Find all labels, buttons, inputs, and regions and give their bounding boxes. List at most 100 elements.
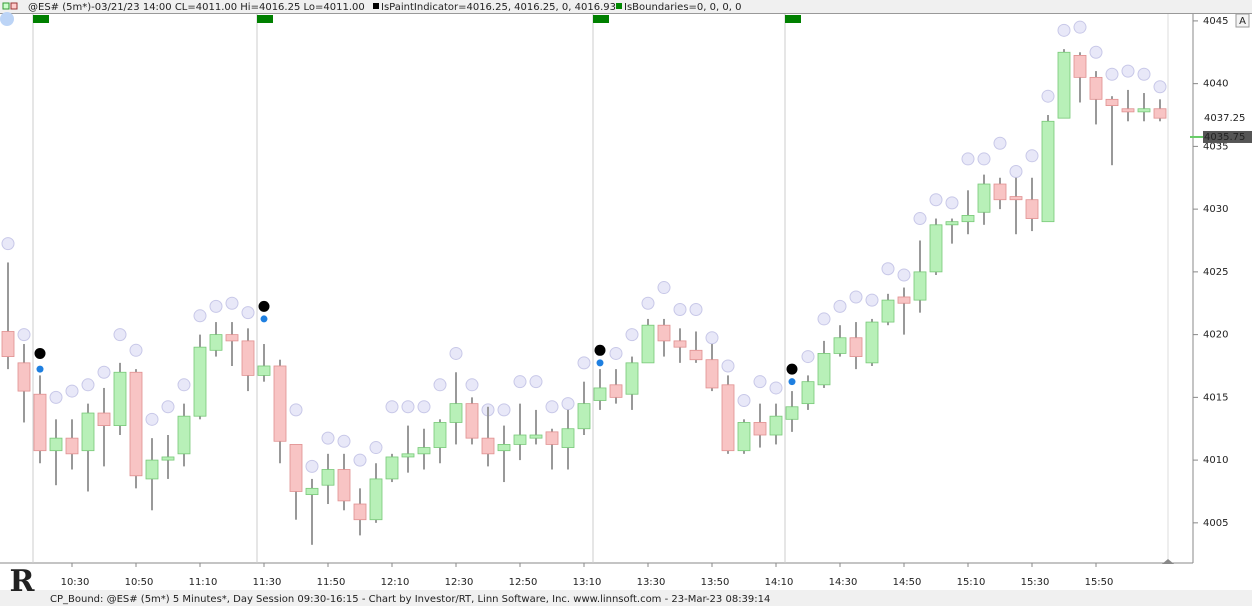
candle-down: [1121, 108, 1135, 113]
y-tick-label: 4010: [1203, 455, 1228, 466]
candle-up: [641, 324, 655, 364]
indicator-circle: [769, 381, 783, 395]
indicator-circle: [1089, 45, 1103, 59]
candle-down: [273, 365, 287, 442]
candle-up: [113, 371, 127, 426]
header-symbol: @ES# (5m*)-03/21/23 14:00 CL=4011.00 Hi=…: [28, 2, 365, 13]
candle-up: [449, 403, 463, 423]
x-tick-label: 10:30: [61, 577, 90, 588]
indicator-circle: [1025, 149, 1039, 163]
candle-up: [257, 365, 271, 376]
indicator-circle: [177, 378, 191, 392]
indicator-circle: [1041, 89, 1055, 103]
paint-dot: [786, 363, 798, 375]
candle-up: [961, 215, 975, 223]
auto-button-label[interactable]: A: [1239, 16, 1246, 27]
candle-up: [81, 412, 95, 452]
candle-down: [17, 362, 31, 392]
indicator-circle: [161, 400, 175, 414]
candle-up: [321, 469, 335, 486]
candle-up: [497, 444, 511, 452]
candle-up: [593, 387, 607, 401]
candle-down: [1073, 55, 1087, 78]
y-tick-label: 4020: [1203, 330, 1228, 341]
candle-up: [945, 221, 959, 226]
indicator-circle: [113, 328, 127, 342]
y-tick-label: 4040: [1203, 79, 1228, 90]
price-marker-label: 4037.25: [1204, 113, 1245, 124]
indicator-circle: [609, 346, 623, 360]
candle-down: [673, 340, 687, 348]
x-tick-label: 12:30: [445, 577, 474, 588]
candle-up: [161, 456, 175, 461]
indicator-circle: [721, 359, 735, 373]
indicator-circle: [833, 299, 847, 313]
indicator-circle: [753, 375, 767, 389]
candle-up: [737, 422, 751, 452]
x-tick-label: 12:50: [509, 577, 538, 588]
indicator-circle: [737, 393, 751, 407]
indicator-circle: [209, 299, 223, 313]
candle-up: [529, 434, 543, 439]
candle-down: [65, 437, 79, 455]
indicator-circle: [801, 350, 815, 364]
x-tick-label: 10:50: [125, 577, 154, 588]
candle-down: [993, 183, 1007, 201]
indicator-circle: [657, 281, 671, 295]
blue-dot: [788, 378, 796, 386]
candle-up: [833, 337, 847, 354]
candle-up: [49, 437, 63, 452]
candle-up: [977, 183, 991, 213]
indicator-circle: [241, 306, 255, 320]
candle-up: [801, 381, 815, 405]
candle-up: [1137, 108, 1151, 113]
candle-down: [225, 334, 239, 342]
candle-down: [1089, 76, 1103, 100]
candle-up: [785, 406, 799, 420]
indicator-circle: [513, 375, 527, 389]
candle-up: [209, 334, 223, 351]
candle-up: [769, 415, 783, 436]
header-bar: [0, 0, 1252, 13]
indicator-circle: [849, 290, 863, 304]
indicator-circle: [529, 375, 543, 389]
candle-up: [625, 362, 639, 395]
candle-up: [817, 353, 831, 386]
x-tick-label: 15:10: [957, 577, 986, 588]
blue-dot: [596, 359, 604, 367]
indicator-circle: [961, 152, 975, 166]
footer: CP_Bound: @ES# (5m*) 5 Minutes*, Day Ses…: [50, 594, 770, 605]
indicator-circle: [817, 312, 831, 326]
plot-area: [0, 14, 1168, 563]
candle-down: [1105, 98, 1119, 107]
candle-down: [1, 331, 15, 357]
indicator-circle: [705, 331, 719, 345]
indicator-circle: [225, 296, 239, 310]
indicator-circle: [17, 328, 31, 342]
indicator-circle: [1105, 67, 1119, 81]
indicator-circle: [993, 136, 1007, 150]
indicator-circle: [1153, 80, 1167, 94]
indicator-circle: [689, 303, 703, 317]
boundary-marker: [257, 15, 273, 23]
indicator-circle: [545, 400, 559, 414]
paint-dot: [34, 347, 46, 359]
indicator-circle: [449, 346, 463, 360]
paint-dot: [258, 300, 270, 312]
candle-down: [1025, 199, 1039, 219]
indicator-circle: [145, 412, 159, 426]
price-marker-box: [1203, 130, 1252, 143]
candle-up: [433, 422, 447, 448]
candle-down: [129, 371, 143, 477]
candle-up: [929, 224, 943, 273]
y-tick-label: 4015: [1203, 392, 1228, 403]
indicator-circle: [625, 328, 639, 342]
header-border: [0, 13, 1252, 14]
paint-dot: [594, 344, 606, 356]
header-paint: IsPaintIndicator=4016.25, 4016.25, 0, 40…: [381, 2, 616, 13]
candle-down: [289, 444, 303, 492]
blue-dot: [36, 365, 44, 373]
candle-up: [401, 453, 415, 458]
auto-button[interactable]: [1235, 13, 1250, 28]
candle-down: [657, 324, 671, 342]
